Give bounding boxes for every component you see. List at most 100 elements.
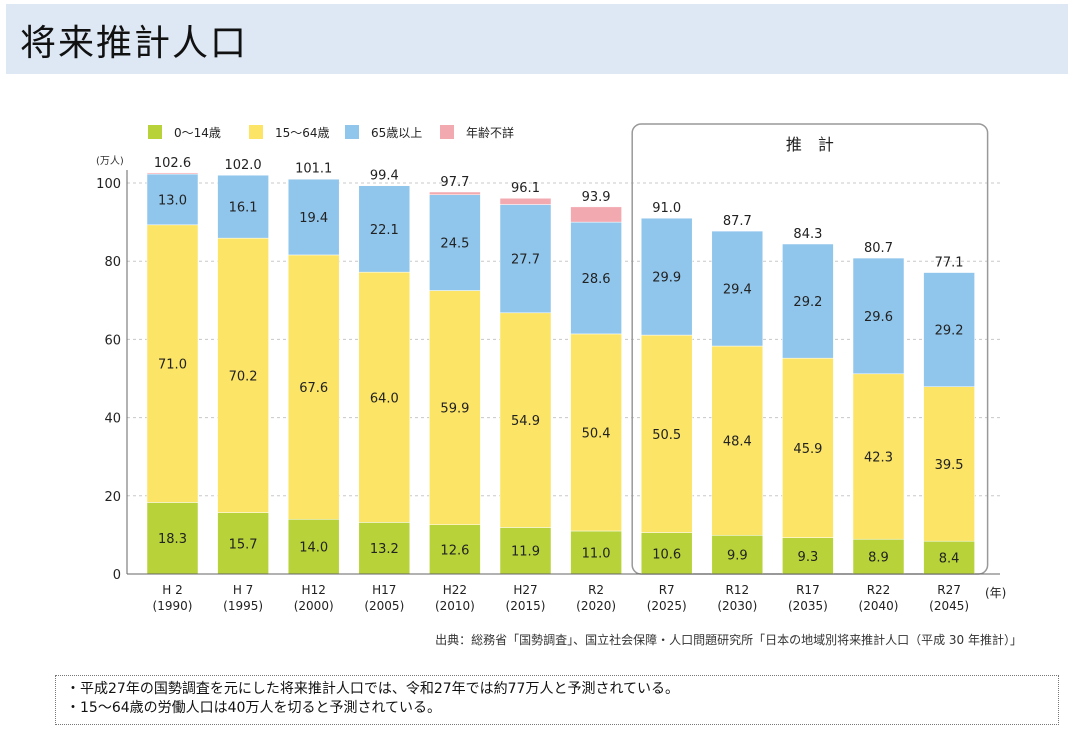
bar-segment [287,519,340,575]
data-label: 9.9 [727,549,748,564]
note-line-2: ・15〜64歳の労働人口は40万人を切ると予測されている。 [66,700,442,716]
legend-label: 0〜14歳 [174,126,221,140]
x-tick-label: (1990) [153,599,193,613]
legend-label: 15〜64歳 [275,126,330,140]
bar-segment [499,527,552,575]
x-tick-label: (2035) [788,599,828,613]
x-tick-label: (2045) [929,599,969,613]
x-tick-label: (2010) [435,599,475,613]
bar-segment [852,373,905,540]
x-tick-label: H17 [372,583,396,597]
total-label: 80.7 [864,241,893,256]
total-label: 102.6 [154,156,191,171]
bar-segment [711,230,764,347]
data-label: 22.1 [370,223,399,238]
legend-label: 65歳以上 [371,126,422,140]
page-title: 将来推計人口 [20,23,249,64]
bar-segment [782,243,834,359]
x-tick-label: H27 [513,583,537,597]
x-tick-label: R7 [659,583,675,597]
data-label: 28.6 [582,272,611,287]
legend-label: 年齢不詳 [466,125,514,140]
x-tick-label: (2030) [717,599,757,613]
data-label: 27.7 [511,253,540,268]
x-tick-label: R22 [867,583,891,597]
data-label: 54.9 [511,414,540,429]
x-tick-label: (1995) [223,599,263,613]
total-label: 93.9 [582,190,611,205]
data-label: 13.0 [158,193,187,208]
y-tick-label: 60 [104,333,121,348]
x-tick-label: H 7 [233,583,253,597]
bar-segment [358,185,411,273]
bar-segment [711,345,764,536]
bar-segment [146,173,199,226]
data-label: 8.4 [939,552,960,567]
x-tick-label: R27 [937,583,961,597]
y-tick-label: 0 [113,568,121,583]
x-tick-label: H 2 [162,583,182,597]
bar-segment [640,532,693,575]
bar-segment [429,524,481,575]
bar-segment [146,172,199,175]
data-label: 50.5 [652,428,681,443]
total-label: 96.1 [511,181,540,196]
x-tick-label: H22 [443,583,467,597]
bar-segment [782,357,834,538]
note-line-1: ・平成27年の国勢調査を元にした将来推計人口では、令和27年では約77万人と予測… [66,681,680,697]
title-bar: 将来推計人口 [6,4,1068,74]
data-label: 16.1 [229,201,258,216]
bar-segment [852,257,905,375]
total-label: 99.4 [370,168,399,183]
x-tick-label: (2025) [647,599,687,613]
legend-swatch [148,125,162,139]
y-tick-label: 80 [104,255,121,270]
bar-segment [217,174,269,239]
data-label: 50.4 [582,426,611,441]
note-box: ・平成27年の国勢調査を元にした将来推計人口では、令和27年では約77万人と予測… [55,675,1059,725]
bar-segment [923,386,975,542]
x-tick-label: R12 [725,583,749,597]
x-tick-label: R2 [588,583,604,597]
bar-segment [146,224,199,503]
bar-segment [711,535,764,575]
total-label: 101.1 [295,162,332,177]
data-label: 29.4 [723,283,752,298]
y-tick-label: 40 [104,412,121,427]
bar-segment [570,530,622,575]
data-label: 11.9 [511,545,540,560]
x-tick-label: R17 [796,583,820,597]
bar-segment [429,191,481,195]
total-label: 87.7 [723,214,752,229]
legend-swatch [440,125,454,139]
total-label: 91.0 [652,201,681,216]
bar-segment [217,512,269,575]
bar-segment [640,334,693,533]
data-label: 48.4 [723,435,752,450]
x-tick-label: H12 [302,583,326,597]
total-label: 102.0 [224,158,261,173]
x-unit-label: (年) [985,586,1006,600]
source-note: 出典：総務省「国勢調査」、国立社会保障・人口問題研究所「日本の地域別将来推計人口… [435,632,1022,647]
bar-segment [852,538,905,575]
data-label: 9.3 [798,550,819,565]
x-tick-label: (2020) [576,599,616,613]
data-label: 8.9 [868,551,889,566]
data-label: 29.2 [935,324,964,339]
y-unit-label: (万人) [96,155,124,167]
data-label: 29.2 [793,295,822,310]
bar-segment [499,204,552,314]
bar-segment [570,206,622,223]
data-label: 14.0 [299,541,328,556]
data-label: 15.7 [229,537,258,552]
data-label: 64.0 [370,391,399,406]
data-label: 45.9 [793,442,822,457]
bar-segment [429,194,481,291]
data-label: 18.3 [158,532,187,547]
bar-segment [499,312,552,528]
bar-segment [146,502,199,575]
bar-segment [358,522,411,575]
data-label: 42.3 [864,451,893,466]
data-label: 13.2 [370,542,399,557]
